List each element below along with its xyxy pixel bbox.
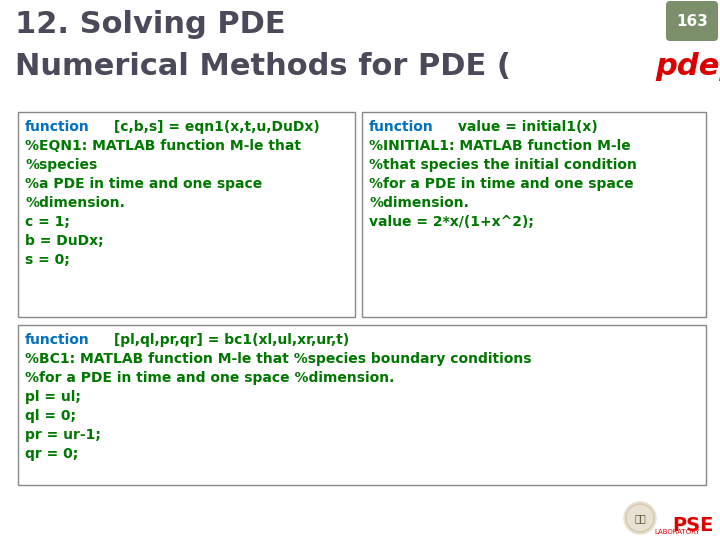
Text: PSE: PSE (672, 516, 714, 535)
Text: %for a PDE in time and one space %dimension.: %for a PDE in time and one space %dimens… (25, 371, 395, 385)
Text: %EQN1: MATLAB function M-le that: %EQN1: MATLAB function M-le that (25, 139, 301, 153)
Text: [pl,ql,pr,qr] = bc1(xl,ul,xr,ur,t): [pl,ql,pr,qr] = bc1(xl,ul,xr,ur,t) (109, 333, 348, 347)
Text: %dimension.: %dimension. (25, 196, 125, 210)
Text: %INITIAL1: MATLAB function M-le: %INITIAL1: MATLAB function M-le (369, 139, 631, 153)
Text: c = 1;: c = 1; (25, 215, 70, 229)
Text: value = 2*x/(1+x^2);: value = 2*x/(1+x^2); (369, 215, 534, 229)
FancyBboxPatch shape (18, 325, 706, 485)
Text: %for a PDE in time and one space: %for a PDE in time and one space (369, 177, 634, 191)
Circle shape (624, 502, 656, 534)
Text: ql = 0;: ql = 0; (25, 409, 76, 423)
FancyBboxPatch shape (666, 1, 718, 41)
FancyBboxPatch shape (18, 112, 355, 317)
Text: 163: 163 (676, 15, 708, 30)
Text: %species: %species (25, 158, 97, 172)
Text: pdepe: pdepe (654, 52, 720, 81)
Text: %a PDE in time and one space: %a PDE in time and one space (25, 177, 262, 191)
Text: value = initial1(x): value = initial1(x) (453, 120, 598, 134)
Text: 12. Solving PDE: 12. Solving PDE (15, 10, 286, 39)
Text: [c,b,s] = eqn1(x,t,u,DuDx): [c,b,s] = eqn1(x,t,u,DuDx) (109, 120, 319, 134)
Text: pr = ur-1;: pr = ur-1; (25, 428, 101, 442)
Text: function: function (369, 120, 433, 134)
Text: %dimension.: %dimension. (369, 196, 469, 210)
Text: qr = 0;: qr = 0; (25, 447, 78, 461)
Text: b = DuDx;: b = DuDx; (25, 234, 104, 248)
Text: LABORATORY: LABORATORY (654, 529, 700, 535)
Text: %that species the initial condition: %that species the initial condition (369, 158, 637, 172)
Text: function: function (25, 333, 90, 347)
Text: Numerical Methods for PDE (: Numerical Methods for PDE ( (15, 52, 511, 81)
Text: pl = ul;: pl = ul; (25, 390, 81, 404)
Text: s = 0;: s = 0; (25, 253, 70, 267)
Text: function: function (25, 120, 90, 134)
Text: %BC1: MATLAB function M-le that %species boundary conditions: %BC1: MATLAB function M-le that %species… (25, 352, 531, 366)
FancyBboxPatch shape (362, 112, 706, 317)
Text: 台大: 台大 (634, 513, 646, 523)
